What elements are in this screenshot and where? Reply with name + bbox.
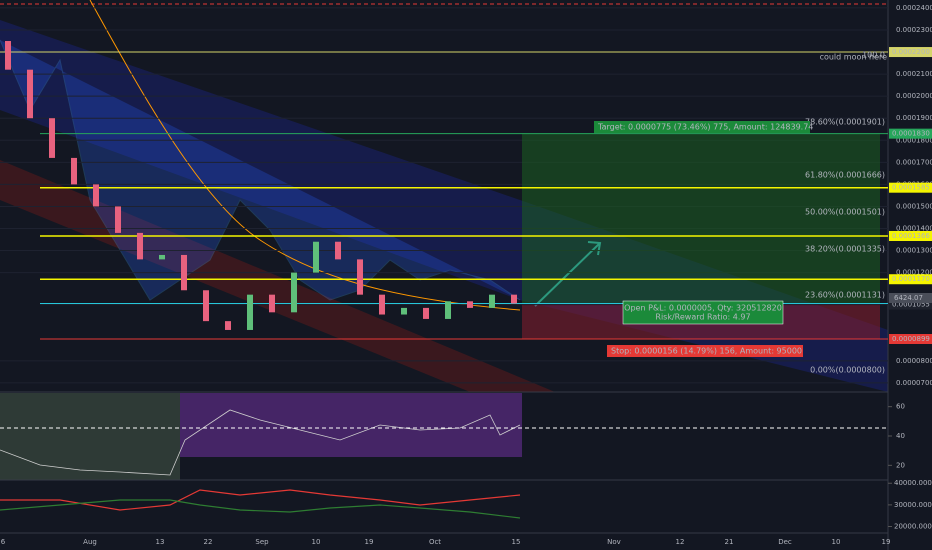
price-badge-label: 0.0001585 bbox=[892, 184, 930, 192]
candle-body bbox=[181, 254, 187, 291]
bands bbox=[0, 39, 521, 301]
osc-tick-label: 30000.0000 bbox=[894, 501, 932, 509]
candle-body bbox=[291, 272, 297, 313]
x-tick-label: 19 bbox=[365, 538, 374, 546]
price-badge-label: 0.0001830 bbox=[892, 130, 930, 138]
candle-body bbox=[5, 41, 11, 70]
y-tick-label: 0.0000800 bbox=[896, 357, 932, 365]
osc-tick-label: 40000.0000 bbox=[894, 479, 932, 487]
x-tick-label: 13 bbox=[156, 538, 165, 546]
stop-text: Stop: 0.0000156 (14.79%) 156, Amount: 95… bbox=[611, 347, 802, 356]
y-tick-label: 0.0002300 bbox=[896, 26, 932, 34]
price-badge bbox=[889, 334, 932, 345]
price-badge-label: 6424.07 bbox=[894, 294, 923, 302]
rsi-tick-label: 20 bbox=[896, 461, 905, 469]
candle-body bbox=[269, 294, 275, 313]
fib-label: 100.0 bbox=[862, 51, 885, 60]
candle-body bbox=[49, 118, 55, 158]
x-tick-label: 12 bbox=[676, 538, 685, 546]
rsi-tick-label: 40 bbox=[896, 432, 905, 440]
candle-body bbox=[335, 241, 341, 260]
pnl-text: Open P&L: 0.0000005, Qty: 320512820 bbox=[624, 304, 782, 313]
y-tick-label: 0.0001900 bbox=[896, 114, 932, 122]
price-badge-label: 0.0001366 bbox=[892, 232, 930, 240]
rsi-tick-label: 60 bbox=[896, 403, 905, 411]
x-tick-label: 10 bbox=[832, 538, 841, 546]
rsi-line bbox=[0, 409, 521, 476]
candle-body bbox=[93, 184, 99, 207]
note: could moon here bbox=[820, 53, 888, 62]
osc-tick-label: 20000.0000 bbox=[894, 523, 932, 531]
price-badge bbox=[889, 293, 932, 303]
x-tick-label: Aug bbox=[83, 538, 97, 546]
price-badge-label: 0.0001055 bbox=[892, 301, 930, 309]
price-badge bbox=[889, 299, 932, 310]
candle-body bbox=[247, 294, 253, 330]
stop-tag bbox=[607, 345, 803, 357]
candle-body bbox=[357, 259, 363, 295]
y-tick-label: 0.0002400 bbox=[896, 4, 932, 12]
candle-body bbox=[379, 294, 385, 315]
x-tick-label: 19 bbox=[882, 538, 891, 546]
x-tick-label: 21 bbox=[725, 538, 734, 546]
candle-body bbox=[423, 307, 429, 319]
candle-body bbox=[203, 290, 209, 322]
price-badge bbox=[889, 274, 932, 285]
fib-label: 50.00%(0.0001501) bbox=[805, 208, 885, 217]
price-badge bbox=[889, 47, 932, 58]
x-tick-label: 15 bbox=[512, 538, 521, 546]
candle-body bbox=[137, 232, 143, 260]
osc-red bbox=[0, 489, 521, 511]
candle-body bbox=[313, 241, 319, 273]
candle-body bbox=[225, 321, 231, 330]
price-badge-label: 0.0000899 bbox=[892, 335, 930, 343]
x-tick-label: Sep bbox=[255, 538, 269, 546]
y-tick-label: 0.0001800 bbox=[896, 136, 932, 144]
fib-label: 23.60%(0.0001131) bbox=[805, 291, 885, 300]
price-badge bbox=[889, 128, 932, 139]
target-text: Target: 0.0000775 (73.46%) 775, Amount: … bbox=[597, 123, 813, 132]
x-tick-label: 22 bbox=[204, 538, 213, 546]
fib-label: 61.80%(0.0001666) bbox=[805, 171, 885, 180]
x-tick-label: 6 bbox=[1, 538, 6, 546]
candle-body bbox=[489, 294, 495, 308]
pnl-tag bbox=[622, 300, 784, 325]
x-tick-label: 10 bbox=[312, 538, 321, 546]
moving-average bbox=[89, 0, 521, 311]
y-tick-label: 0.0001400 bbox=[896, 224, 932, 232]
candle-body bbox=[159, 254, 165, 260]
price-badge-label: 0.0002200 bbox=[892, 48, 930, 56]
candle-body bbox=[511, 294, 517, 304]
candle-body bbox=[401, 307, 407, 315]
price-badge bbox=[889, 230, 932, 241]
candle-body bbox=[445, 301, 451, 319]
fib-label: 78.60%(0.0001901) bbox=[805, 118, 885, 127]
candle-body bbox=[467, 301, 473, 308]
fib-label: 38.20%(0.0001335) bbox=[805, 245, 885, 254]
y-tick-label: 0.0000700 bbox=[896, 379, 932, 387]
y-tick-label: 0.0001200 bbox=[896, 269, 932, 277]
y-tick-label: 0.0001700 bbox=[896, 158, 932, 166]
candle-body bbox=[115, 206, 121, 233]
y-tick-label: 0.0001500 bbox=[896, 202, 932, 210]
fib-label: 0.00%(0.0000800) bbox=[810, 366, 885, 375]
y-tick-label: 0.0002100 bbox=[896, 70, 932, 78]
x-tick-label: Oct bbox=[429, 538, 441, 546]
y-tick-label: 0.0001300 bbox=[896, 247, 932, 255]
candle-body bbox=[27, 69, 33, 119]
target-zone bbox=[522, 133, 880, 304]
rsi-zone bbox=[0, 393, 180, 480]
price-badge bbox=[889, 182, 932, 193]
x-tick-label: Nov bbox=[607, 538, 621, 546]
x-tick-label: Dec bbox=[778, 538, 792, 546]
rsi-zone bbox=[180, 393, 522, 457]
channel-red bbox=[0, 160, 555, 392]
candle-body bbox=[71, 157, 77, 185]
rr-text: Risk/Reward Ratio: 4.97 bbox=[655, 313, 750, 322]
price-badge-label: 0.0001170 bbox=[892, 275, 930, 283]
target-tag bbox=[594, 121, 810, 133]
y-tick-label: 0.0002000 bbox=[896, 92, 932, 100]
osc-green bbox=[0, 499, 521, 519]
